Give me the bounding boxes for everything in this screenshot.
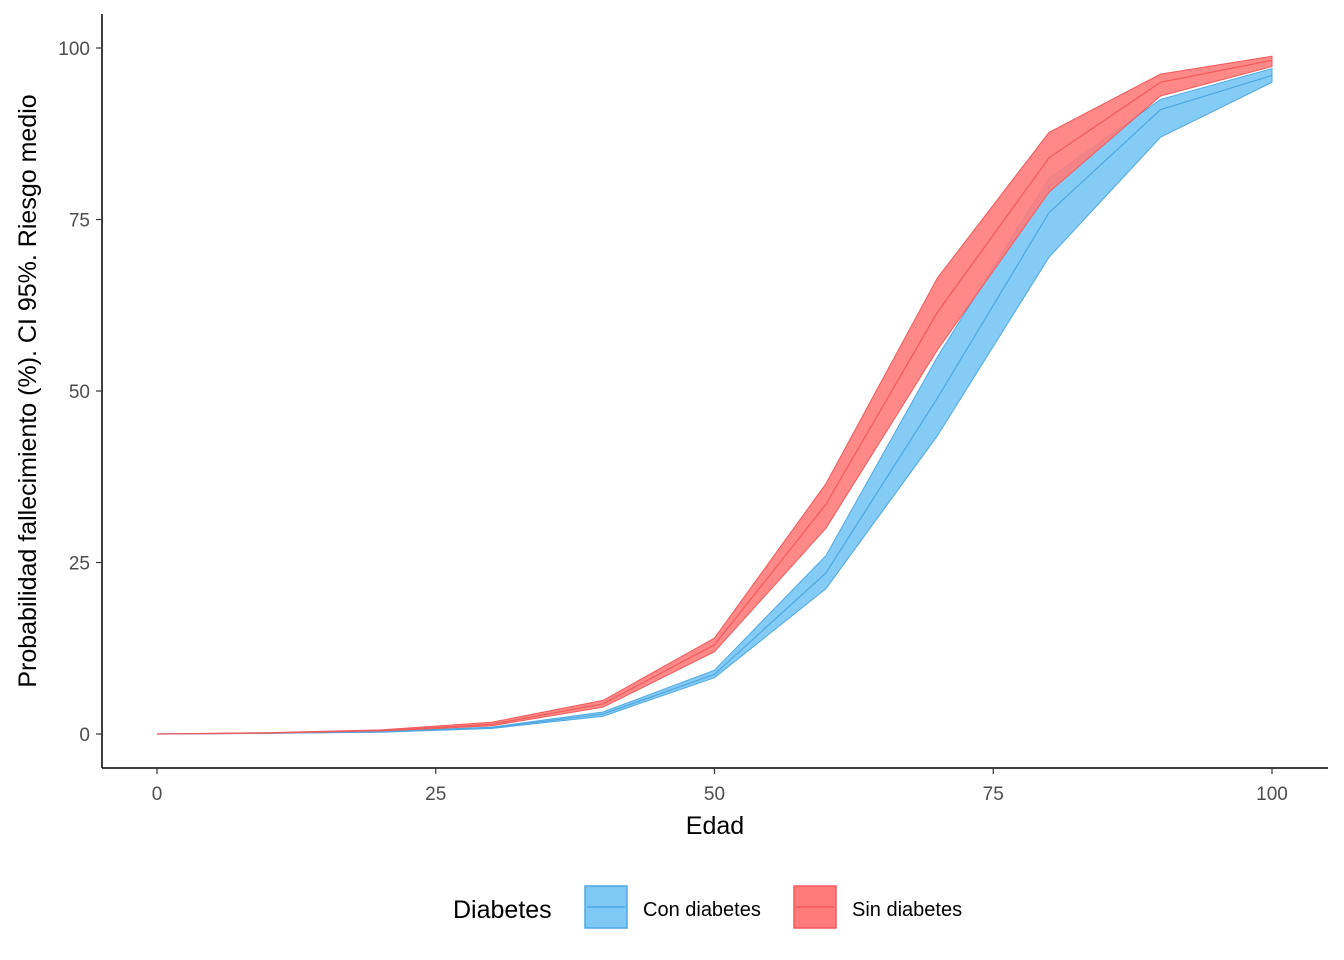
legend-item-con-diabetes: Con diabetes xyxy=(584,885,761,929)
mean-line-sin-diabetes xyxy=(156,59,1273,735)
legend-label-con-diabetes: Con diabetes xyxy=(643,899,761,921)
x-tick-label: 75 xyxy=(983,784,1004,805)
y-tick-label: 25 xyxy=(69,554,90,575)
legend-label-sin-diabetes: Sin diabetes xyxy=(852,899,962,921)
mean-lines xyxy=(156,59,1273,735)
y-tick-label: 50 xyxy=(69,382,90,403)
y-tick-label: 75 xyxy=(69,211,90,232)
legend-item-sin-diabetes: Sin diabetes xyxy=(793,885,962,929)
x-tick-label: 25 xyxy=(425,784,446,805)
y-ticks: 0 25 50 75 100 xyxy=(58,39,102,746)
x-ticks: 0 25 50 75 100 xyxy=(152,768,1288,805)
x-tick-label: 50 xyxy=(704,784,725,805)
x-tick-label: 0 xyxy=(152,784,163,805)
x-tick-label: 100 xyxy=(1256,784,1288,805)
y-tick-label: 0 xyxy=(79,725,90,746)
mean-line-con-diabetes xyxy=(156,74,1273,735)
legend: Diabetes Con diabetes Sin diabetes xyxy=(453,885,962,929)
y-tick-label: 100 xyxy=(58,39,90,60)
x-axis-title: Edad xyxy=(686,812,744,840)
ci-band-sin-diabetes xyxy=(156,55,1273,735)
ci-bands xyxy=(156,55,1273,735)
y-axis-title: Probabilidad fallecimiento (%). CI 95%. … xyxy=(14,94,42,687)
legend-title: Diabetes xyxy=(453,896,552,924)
ci-band-con-diabetes xyxy=(156,67,1273,735)
